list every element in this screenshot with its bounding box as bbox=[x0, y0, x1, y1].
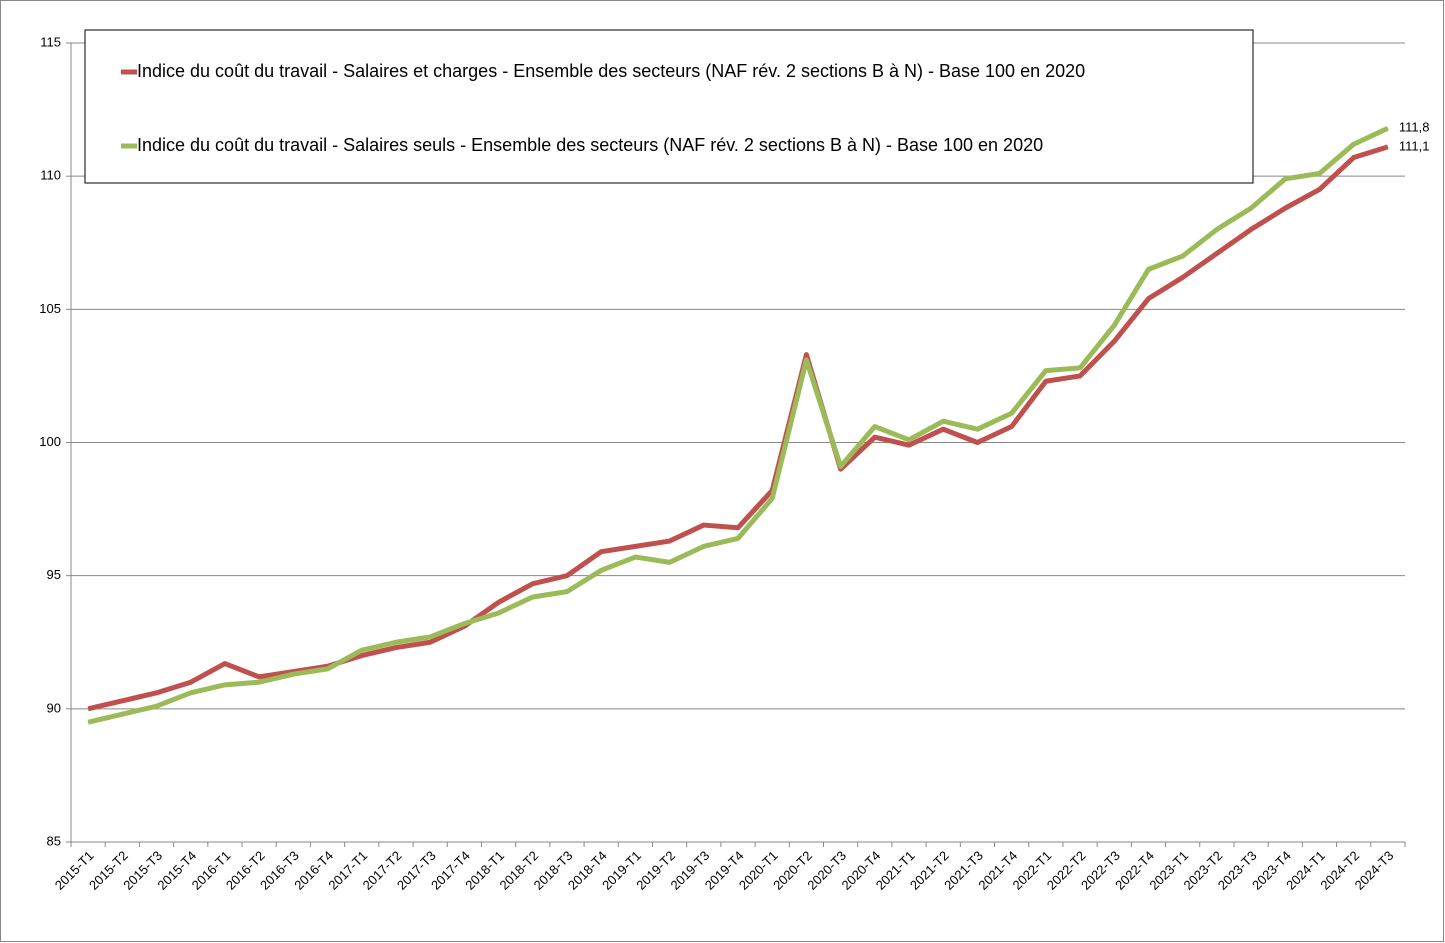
data-label: 111,1 bbox=[1399, 138, 1430, 153]
legend-label: Indice du coût du travail - Salaires et … bbox=[137, 61, 1085, 81]
y-tick-label: 105 bbox=[39, 301, 61, 316]
y-tick-label: 95 bbox=[47, 567, 61, 582]
legend-label: Indice du coût du travail - Salaires seu… bbox=[137, 135, 1043, 155]
y-tick-label: 100 bbox=[39, 434, 61, 449]
y-tick-label: 85 bbox=[47, 833, 61, 848]
data-label: 111,8 bbox=[1399, 120, 1430, 135]
series-line bbox=[87, 125, 1389, 725]
y-tick-label: 110 bbox=[40, 168, 61, 183]
lines: 111,1 111,8 bbox=[87, 120, 1430, 725]
legend: Indice du coût du travail - Salaires et … bbox=[84, 29, 1254, 184]
series-line bbox=[87, 144, 1389, 712]
legend-box bbox=[84, 29, 1254, 184]
y-tick-label: 115 bbox=[40, 34, 61, 49]
y-tick-label: 90 bbox=[47, 700, 61, 715]
